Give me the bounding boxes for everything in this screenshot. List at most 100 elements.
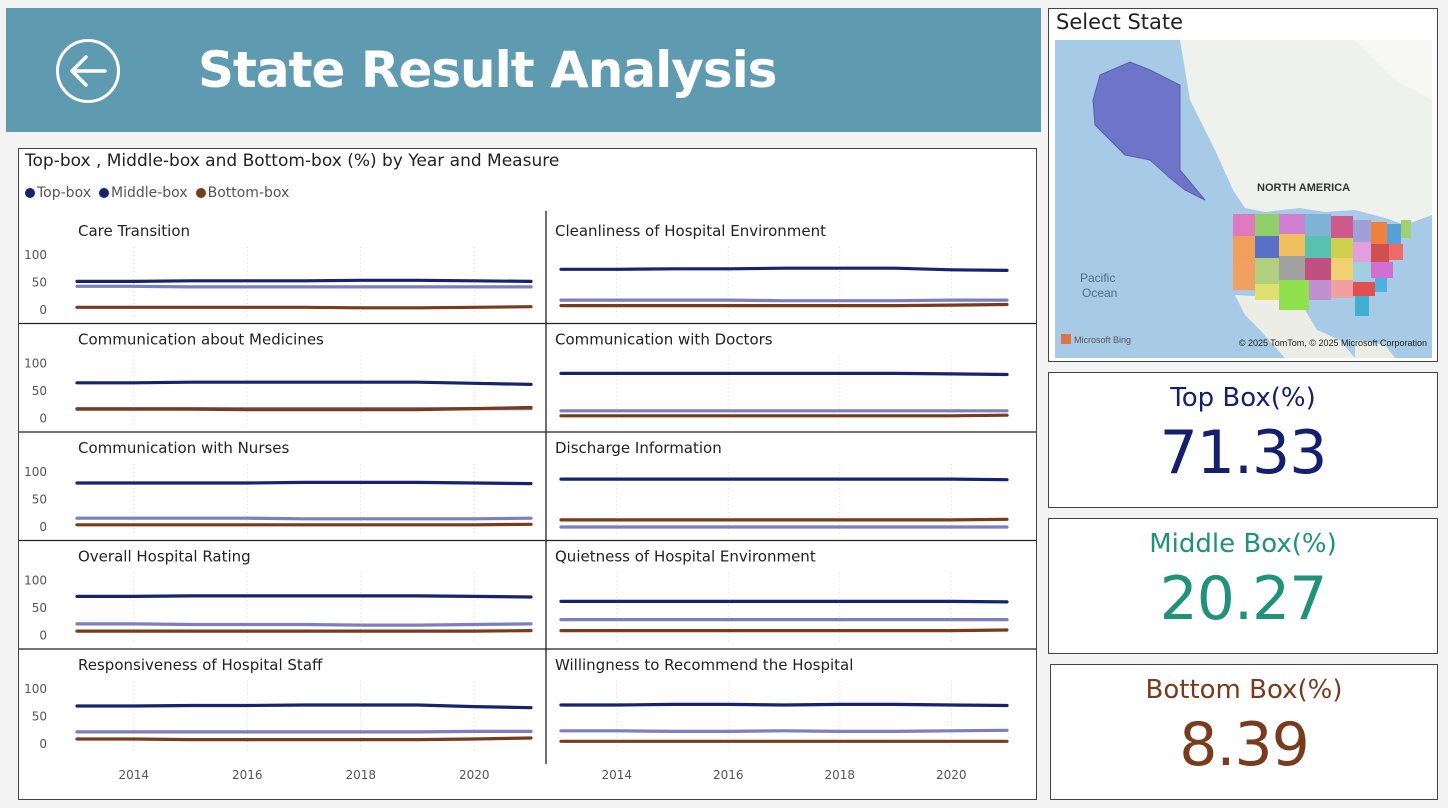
panel-measure-label: Responsiveness of Hospital Staff: [78, 656, 323, 674]
bing-logo-icon: [1061, 334, 1071, 344]
legend-label: Bottom-box: [207, 185, 290, 201]
series-line-middle-box: [75, 622, 533, 627]
chart-legend: Top-box Middle-box Bottom-box: [25, 185, 289, 201]
map-ocean-label: Ocean: [1082, 286, 1117, 300]
kpi-middle-box-card: Middle Box(%) 20.27: [1048, 518, 1438, 654]
kpi-top-box-label: Top Box(%): [1170, 383, 1316, 413]
state-alaska[interactable]: [1092, 61, 1206, 201]
series-line-bottom-box: [75, 305, 533, 310]
x-tick-label: 2014: [601, 768, 632, 782]
panel-measure-label: Communication with Nurses: [78, 439, 290, 457]
legend-dot-icon: [195, 188, 206, 198]
state-map[interactable]: NORTH AMERICA Pacific Ocean Microsoft Bi…: [1055, 40, 1432, 358]
series-line-bottom-box: [559, 517, 1009, 522]
us-states-cluster[interactable]: [1233, 214, 1411, 316]
land-mexico: [1235, 295, 1355, 358]
series-line-top-box: [75, 594, 533, 599]
page-header: State Result Analysis: [6, 8, 1041, 132]
series-line-middle-box: [75, 516, 533, 521]
panel-measure-label: Overall Hospital Rating: [78, 548, 251, 566]
land-central-america: [1355, 340, 1395, 358]
y-tick-label: 100: [24, 574, 47, 588]
legend-item-middle-box[interactable]: Middle-box: [98, 185, 188, 201]
legend-label: Middle-box: [110, 185, 188, 201]
series-line-top-box: [75, 278, 533, 283]
series-line-middle-box: [75, 729, 533, 734]
x-tick-label: 2020: [459, 768, 490, 782]
state-map-card: Select State: [1048, 8, 1438, 362]
kpi-bottom-box-card: Bottom Box(%) 8.39: [1050, 664, 1438, 800]
legend-dot-icon: [25, 188, 35, 198]
map-ocean-label: Pacific: [1080, 271, 1115, 285]
panel-measure-label: Quietness of Hospital Environment: [555, 548, 816, 566]
y-tick-label: 50: [32, 710, 47, 724]
series-line-top-box: [559, 266, 1009, 273]
series-line-middle-box: [559, 728, 1009, 734]
kpi-middle-box-value: 20.27: [1159, 564, 1328, 634]
y-tick-label: 100: [24, 248, 47, 262]
x-tick-label: 2018: [824, 768, 855, 782]
x-tick-label: 2016: [713, 768, 744, 782]
x-tick-label: 2020: [936, 768, 967, 782]
series-line-top-box: [559, 599, 1009, 604]
y-tick-label: 0: [39, 303, 47, 317]
legend-item-bottom-box[interactable]: Bottom-box: [195, 185, 290, 201]
map-brand: Microsoft Bing: [1074, 335, 1131, 345]
legend-dot-icon: [98, 188, 109, 198]
series-line-middle-box: [75, 284, 533, 289]
series-line-bottom-box: [75, 522, 533, 527]
y-tick-label: 0: [39, 629, 47, 643]
y-tick-label: 100: [24, 465, 47, 479]
y-tick-label: 100: [24, 682, 47, 696]
series-line-top-box: [75, 703, 533, 710]
panel-measure-label: Communication with Doctors: [555, 331, 773, 349]
series-line-top-box: [559, 702, 1009, 708]
panel-measure-label: Cleanliness of Hospital Environment: [555, 222, 826, 240]
y-tick-label: 50: [32, 384, 47, 398]
map-attribution: © 2025 TomTom, © 2025 Microsoft Corporat…: [1239, 338, 1427, 348]
y-tick-label: 0: [39, 737, 47, 751]
small-multiples-chart: Care Transition 0 50 100 Cleanliness of Hosp…: [19, 211, 1036, 782]
panel-measure-label: Care Transition: [78, 222, 190, 240]
series-line-bottom-box: [559, 413, 1009, 418]
series-line-bottom-box: [559, 302, 1009, 308]
series-line-bottom-box: [75, 736, 533, 742]
north-america-map: NORTH AMERICA Pacific Ocean Microsoft Bi…: [1061, 40, 1432, 358]
measure-trend-panel: Top-box , Middle-box and Bottom-box (%) …: [18, 148, 1037, 800]
series-line-top-box: [75, 480, 533, 486]
x-tick-label: 2014: [118, 768, 149, 782]
map-title: Select State: [1056, 10, 1184, 34]
y-tick-label: 0: [39, 520, 47, 534]
series-line-top-box: [75, 380, 533, 386]
map-continent-label: NORTH AMERICA: [1257, 182, 1350, 194]
x-tick-label: 2018: [345, 768, 376, 782]
kpi-top-box-value: 71.33: [1159, 418, 1328, 488]
series-line-top-box: [559, 477, 1009, 482]
kpi-bottom-box-label: Bottom Box(%): [1145, 675, 1343, 705]
legend-item-top-box[interactable]: Top-box: [25, 185, 91, 201]
chart-title: Top-box , Middle-box and Bottom-box (%) …: [25, 151, 560, 171]
y-tick-label: 0: [39, 412, 47, 426]
panel-measure-label: Discharge Information: [555, 439, 722, 457]
page-title: State Result Analysis: [198, 41, 778, 99]
y-tick-label: 50: [32, 601, 47, 615]
kpi-top-box-card: Top Box(%) 71.33: [1048, 372, 1438, 508]
legend-label: Top-box: [37, 185, 91, 201]
y-tick-label: 50: [32, 493, 47, 507]
land-canada: [1180, 40, 1432, 225]
back-button[interactable]: [56, 39, 120, 103]
x-tick-label: 2016: [232, 768, 263, 782]
arrow-left-icon: [70, 55, 107, 87]
y-tick-label: 50: [32, 276, 47, 290]
land-greenland: [1355, 40, 1432, 100]
series-line-bottom-box: [75, 629, 533, 633]
series-line-top-box: [559, 371, 1009, 377]
series-line-bottom-box: [559, 628, 1009, 633]
kpi-bottom-box-value: 8.39: [1179, 710, 1310, 780]
series-line-bottom-box: [75, 405, 533, 412]
series-line-middle-box: [559, 298, 1009, 303]
panel-measure-label: Communication about Medicines: [78, 331, 324, 349]
panel-measure-label: Willingness to Recommend the Hospital: [555, 656, 853, 674]
y-tick-label: 100: [24, 357, 47, 371]
kpi-middle-box-label: Middle Box(%): [1149, 529, 1337, 559]
